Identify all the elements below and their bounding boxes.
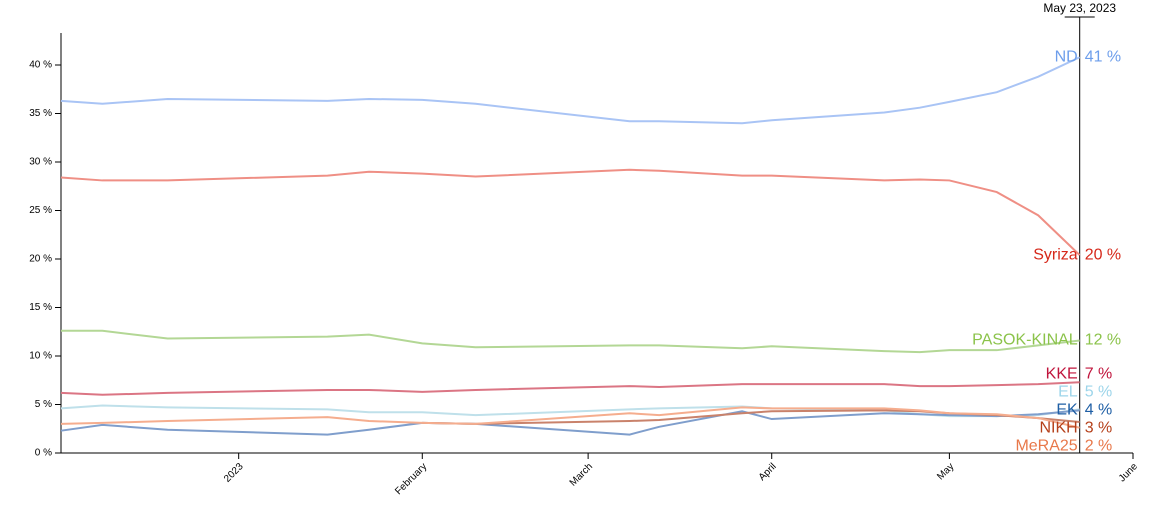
x-tick-label: May: [935, 461, 956, 482]
y-tick-label: 35 %: [29, 108, 52, 119]
end-value-label: 3 %: [1085, 420, 1113, 437]
end-value-label: 4 %: [1085, 402, 1113, 419]
legend-name: Syriza: [1033, 246, 1078, 263]
end-value-label: 5 %: [1085, 384, 1113, 401]
series-line: [60, 406, 1080, 429]
y-tick-label: 40 %: [29, 60, 52, 71]
end-value-label: 20 %: [1085, 246, 1121, 263]
series-line: [60, 409, 1080, 436]
end-value-label: 2 %: [1085, 438, 1113, 455]
y-tick-label: 5 %: [35, 399, 52, 410]
series-line: [60, 168, 1081, 256]
x-tick-label: February: [393, 461, 429, 497]
y-tick-label: 25 %: [29, 205, 52, 216]
x-tick-label: March: [568, 461, 595, 488]
legend-name: ND: [1055, 48, 1078, 65]
legend-name: MeRA25: [1015, 438, 1077, 455]
legend-name: KKE: [1046, 366, 1078, 383]
marker-label: May 23, 2023: [1043, 1, 1116, 15]
y-tick-label: 20 %: [29, 254, 52, 265]
y-tick-label: 0 %: [35, 448, 52, 459]
legend-name: NIKH: [1039, 420, 1077, 437]
x-tick-label: June: [1117, 461, 1140, 484]
y-tick-label: 30 %: [29, 157, 52, 168]
x-tick-label: April: [757, 461, 779, 483]
series-line: [61, 329, 1080, 354]
series-line: [60, 56, 1081, 125]
legend-name: EK: [1056, 402, 1078, 419]
legend-name: EL: [1058, 384, 1078, 401]
end-value-label: 7 %: [1085, 366, 1113, 383]
y-tick-label: 10 %: [29, 351, 52, 362]
x-tick-label: 2023: [222, 461, 246, 485]
end-value-label: 12 %: [1085, 332, 1121, 349]
series-line: [60, 381, 1080, 396]
legend-name: PASOK-KINAL: [972, 332, 1078, 349]
end-value-label: 41 %: [1085, 48, 1121, 65]
y-tick-label: 15 %: [29, 302, 52, 313]
